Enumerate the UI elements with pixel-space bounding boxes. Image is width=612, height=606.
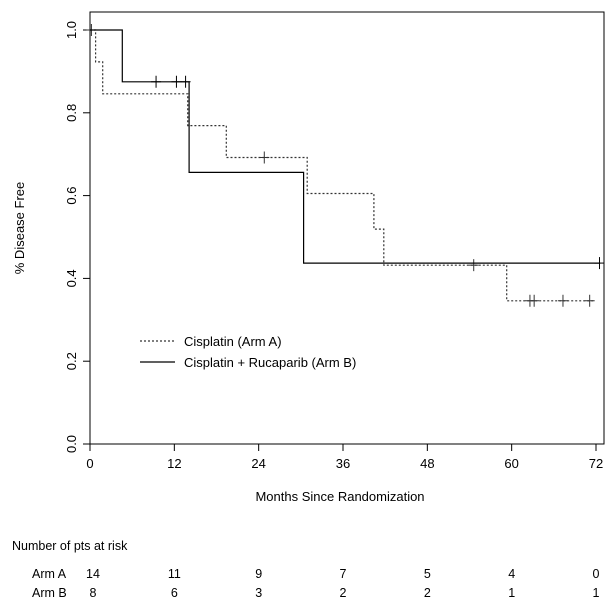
risk-count: 6 [171,586,178,600]
risk-count: 9 [255,567,262,581]
risk-count: 5 [424,567,431,581]
series-line-arm-b [90,29,601,264]
censor-mark [584,294,595,307]
y-axis-title: % Disease Free [12,182,27,274]
x-tick-label: 48 [420,456,434,471]
risk-row-label: Arm A [32,567,67,581]
risk-table-title: Number of pts at risk [12,539,128,553]
y-tick-label: 0.4 [64,269,79,287]
censor-mark [151,75,162,88]
x-tick-label: 0 [86,456,93,471]
x-tick-label: 12 [167,456,181,471]
y-tick-label: 0.0 [64,435,79,453]
risk-count: 7 [340,567,347,581]
risk-count: 14 [86,567,100,581]
y-tick-label: 0.6 [64,187,79,205]
y-tick-label: 1.0 [64,21,79,39]
censor-mark [557,294,568,307]
risk-count: 4 [508,567,515,581]
risk-count: 3 [255,586,262,600]
y-axis: 0.0 0.2 0.4 0.6 0.8 1.0 [64,21,90,453]
legend-label: Cisplatin (Arm A) [184,334,282,349]
x-axis-title: Months Since Randomization [255,489,424,504]
series-layer [86,24,605,307]
censor-mark [259,151,270,164]
x-tick-label: 60 [504,456,518,471]
x-tick-label: 36 [336,456,350,471]
legend: Cisplatin (Arm A) Cisplatin + Rucaparib (… [140,334,356,370]
censor-mark [529,294,540,307]
x-tick-label: 24 [251,456,265,471]
x-axis: 0 12 24 36 48 60 72 [86,444,603,471]
series-line-arm-a [90,29,594,302]
censor-mark [180,75,191,88]
risk-count: 2 [340,586,347,600]
risk-count: 0 [593,567,600,581]
plot-frame [89,11,605,445]
censor-mark [171,75,182,88]
censor-mark [468,259,479,272]
x-tick-label: 72 [589,456,603,471]
y-tick-label: 0.2 [64,352,79,370]
risk-count: 1 [508,586,515,600]
risk-count: 11 [168,567,181,581]
risk-table: Number of pts at risk Arm A 14 11 9 7 5 4 0Arm … [12,539,600,600]
legend-label: Cisplatin + Rucaparib (Arm B) [184,355,356,370]
y-tick-label: 0.8 [64,104,79,122]
risk-count: 8 [90,586,97,600]
risk-count: 1 [593,586,600,600]
censor-mark [594,257,605,270]
risk-count: 2 [424,586,431,600]
risk-row-label: Arm B [32,586,67,600]
